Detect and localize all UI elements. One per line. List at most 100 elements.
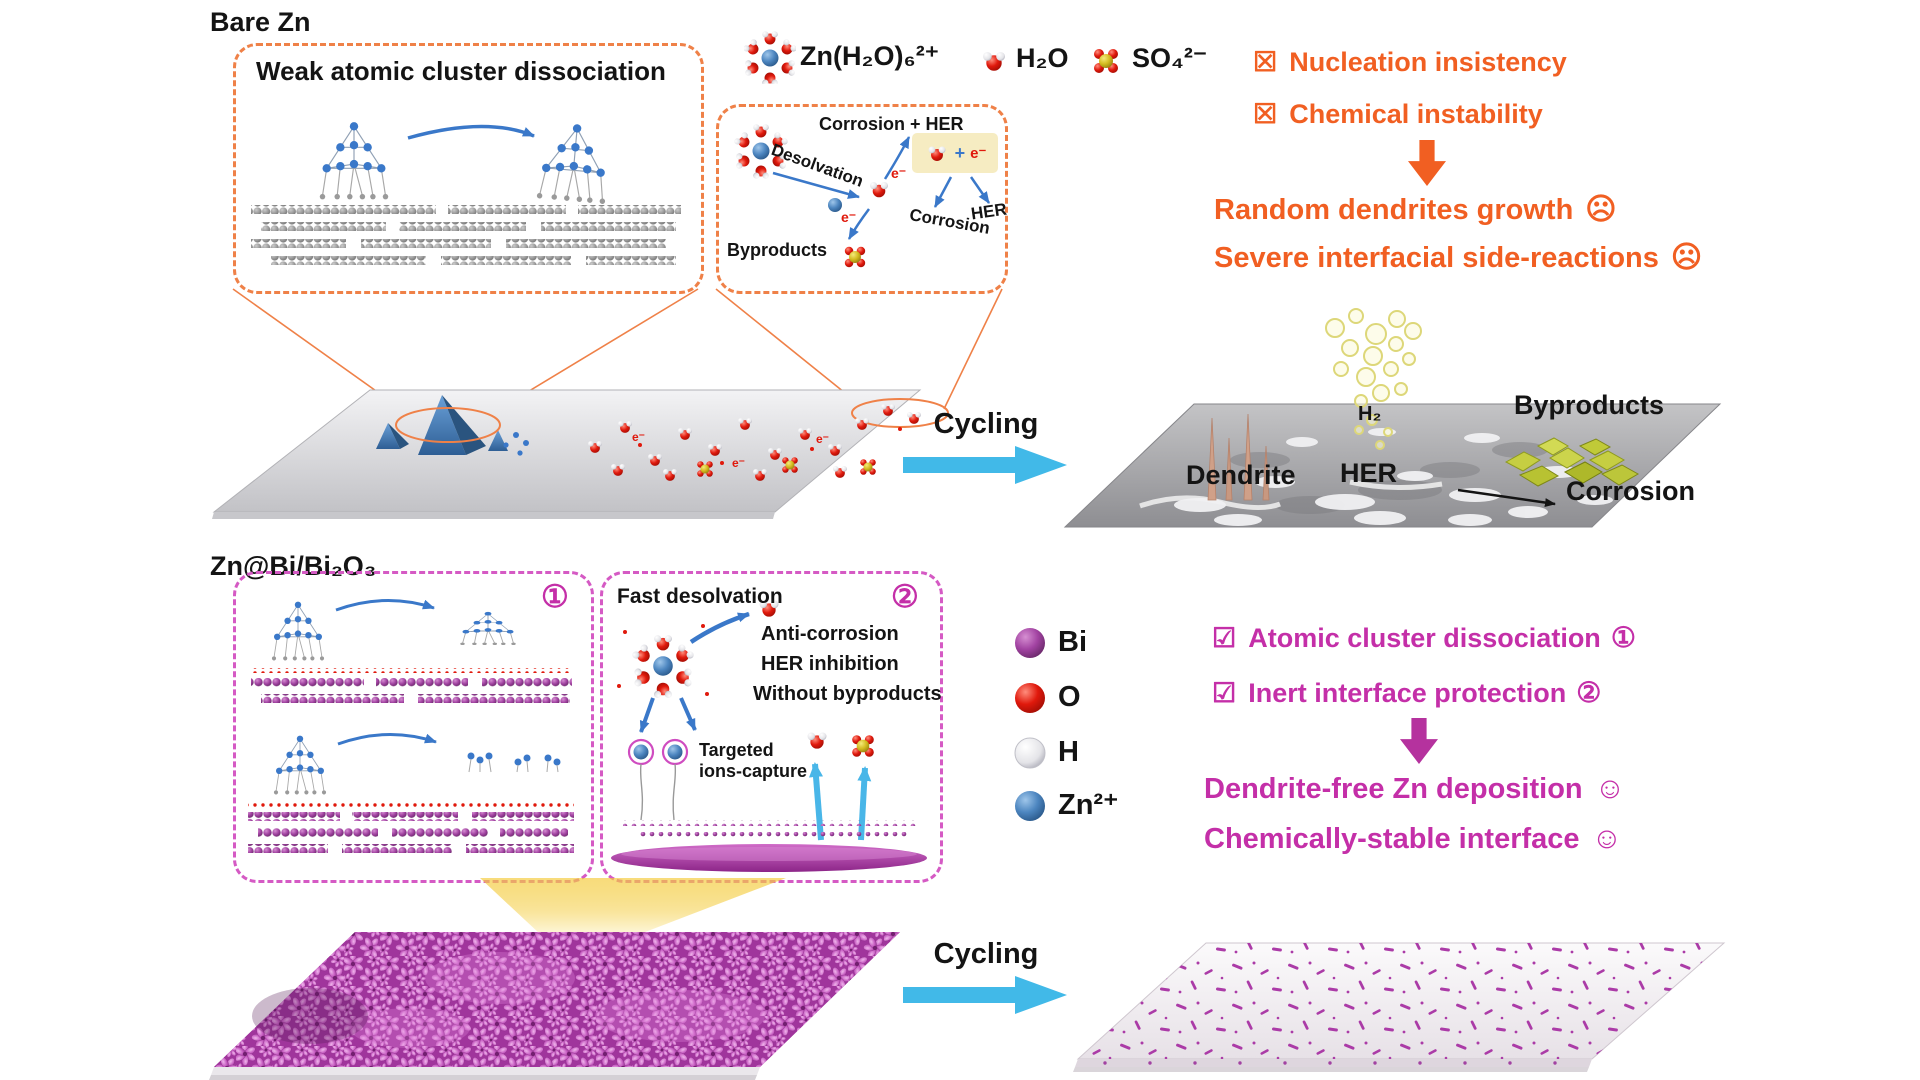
anti-corrosion-label: Anti-corrosion — [761, 623, 899, 645]
byproducts-plate-label: Byproducts — [1514, 390, 1665, 420]
sad-face-icon: ☹ — [1670, 241, 1703, 274]
dissociation-arrow — [407, 124, 535, 140]
repel-arrow — [809, 762, 824, 841]
sulfate-icon — [844, 246, 866, 268]
smiley-face-icon: ☺ — [1594, 772, 1626, 805]
glow-funnel — [480, 878, 786, 934]
svg-text:e⁻: e⁻ — [632, 430, 645, 444]
cluster-fragments — [467, 752, 561, 773]
zn-hexahydrate-icon — [744, 30, 796, 84]
outcome-text: Severe interfacial side-reactions — [1214, 242, 1659, 274]
water-icon — [870, 182, 888, 198]
coated-plate-scene — [209, 878, 900, 1080]
edge-bi-specks — [1103, 1061, 1557, 1065]
to-corrosion-arrow — [933, 176, 953, 208]
nuclei-zoom-ellipse — [395, 407, 501, 443]
zn-cluster-icon — [319, 121, 389, 200]
bi-atom-rows — [248, 812, 574, 853]
corrosion-her-label: Corrosion + HER — [819, 114, 964, 134]
oxygen-specks — [617, 624, 709, 696]
dissociation-arrow — [337, 732, 437, 746]
issue-text: Chemical instability — [1289, 99, 1543, 129]
svg-text:e⁻: e⁻ — [816, 432, 829, 446]
her-plate-label: HER — [1340, 458, 1398, 488]
zn-hexahydrate-icon — [631, 635, 695, 698]
weak-cluster-title: Weak atomic cluster dissociation — [256, 56, 666, 86]
benefit-text: Atomic cluster dissociation — [1248, 623, 1601, 653]
cycling-top: Cycling — [898, 408, 1074, 487]
targeted-capture-label: Targeted ions-capture — [699, 740, 808, 781]
byproducts-label: Byproducts — [727, 240, 828, 260]
circled-1-icon: ① — [1610, 622, 1636, 653]
desolvation-scene — [719, 107, 991, 268]
legend-o-label: O — [1058, 681, 1081, 713]
cycled-bare-plate-scene — [1063, 308, 1722, 528]
cycling-label: Cycling — [933, 938, 1039, 970]
zn-ion-icon — [828, 198, 842, 212]
corrosion-plate-label: Corrosion — [1566, 476, 1696, 506]
cycling-arrow-icon — [903, 446, 1067, 484]
benefit-2: ☑ Inert interface protection ② — [1212, 676, 1601, 709]
bi-specks — [623, 820, 919, 826]
o-sphere-icon — [1015, 683, 1045, 713]
electron-label: e⁻ — [891, 165, 907, 181]
outcome-1: Random dendrites growth ☹ — [1214, 192, 1617, 227]
issue-1: ☒ Nucleation insistency — [1253, 47, 1567, 78]
bi-flake-texture — [1078, 943, 1724, 1059]
corrosion-pointer-arrow — [1457, 488, 1556, 508]
benefit-1: ☑ Atomic cluster dissociation ① — [1212, 621, 1636, 654]
outcome-2: Severe interfacial side-reactions ☹ — [1214, 240, 1702, 275]
desolvation-arrow — [772, 171, 860, 199]
zn-cluster-icon — [271, 601, 325, 661]
bi-dissociation-scene — [248, 598, 574, 853]
desolvation-box: Corrosion + HER Desolvation Byproducts C… — [716, 104, 1008, 294]
foil-rim — [211, 1067, 760, 1075]
without-byproducts-label: Without byproducts — [753, 683, 942, 705]
sulfate-icon — [852, 735, 874, 757]
issue-2: ☒ Chemical instability — [1253, 99, 1543, 130]
dendrite-spikes — [1207, 413, 1270, 501]
crossed-box-icon: ☒ — [1253, 99, 1278, 129]
bi-specks — [637, 832, 907, 838]
her-label: HER — [969, 199, 1008, 224]
zn-foil-edge — [212, 512, 775, 519]
checked-box-icon: ☑ — [1212, 678, 1237, 708]
foil-edge — [1075, 1059, 1592, 1067]
fast-desolvation-arrow — [689, 611, 750, 644]
electron-label: e⁻ — [841, 209, 857, 225]
hydroxide-icon — [928, 146, 946, 161]
texture-highlights — [350, 952, 765, 1048]
benefit-text: Inert interface protection — [1248, 678, 1567, 708]
h-sphere-icon — [1014, 737, 1046, 769]
dendrite-label: Dendrite — [1186, 460, 1296, 490]
to-her-arrow — [969, 176, 991, 204]
bottom-section-title: Zn@Bi/Bi₂O₃ — [210, 551, 377, 581]
bi-cluster-box: ① — [233, 571, 594, 883]
dissociation-arrow — [335, 598, 435, 612]
benefit-arrow — [1400, 718, 1438, 764]
water-icon — [983, 52, 1005, 71]
capture-arrow — [679, 697, 697, 731]
circled-2-icon: ② — [1576, 677, 1602, 708]
plus-sign: + — [954, 142, 966, 163]
consequence-arrow — [1408, 140, 1446, 186]
interface-protection-box: ② Fast desolvation Anti-corrosion — [600, 571, 943, 883]
oxygen-specks — [251, 668, 571, 673]
flattened-cluster-icon — [459, 611, 517, 646]
weak-cluster-box: Weak atomic cluster dissociation — [233, 43, 704, 294]
outcome-text: Random dendrites growth — [1214, 194, 1574, 226]
legend-h-label: H — [1058, 736, 1079, 768]
repel-arrow — [857, 766, 872, 841]
smiley-face-icon: ☺ — [1591, 822, 1623, 855]
issue-text: Nucleation insistency — [1289, 47, 1567, 77]
bi-flower-texture — [214, 932, 900, 1067]
zn-cluster-icon — [536, 120, 613, 205]
byproduct-crystals — [1504, 437, 1640, 487]
electrolyte-molecules — [588, 404, 921, 481]
foil-edge-shadow — [1073, 1067, 1589, 1072]
electron-gain-highlight: + e⁻ — [912, 133, 998, 173]
benefit-outcome-2: Chemically-stable interface ☺ — [1204, 822, 1622, 856]
bi-sphere-icon — [1015, 628, 1045, 658]
cluster-dissociation-scene — [251, 120, 681, 265]
